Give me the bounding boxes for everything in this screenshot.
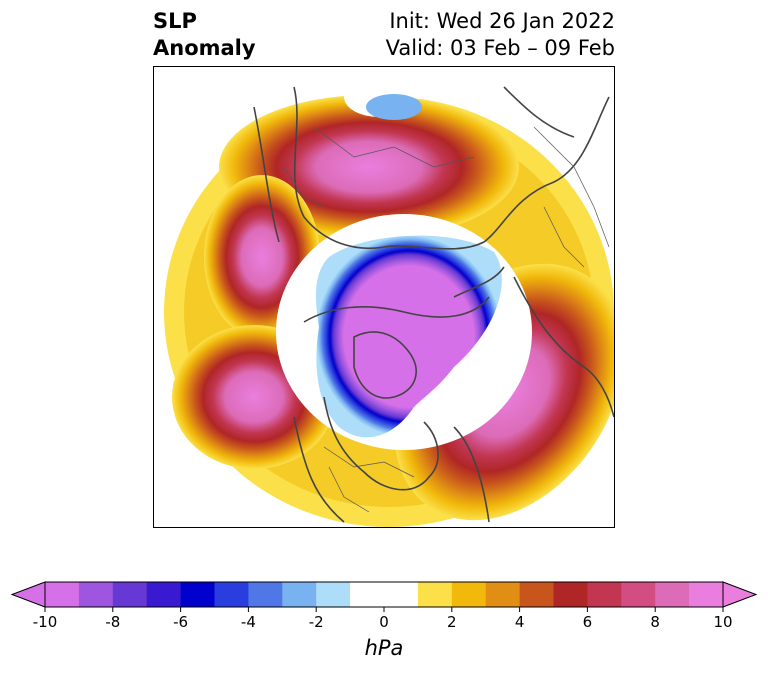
political-borders: [283, 126, 610, 513]
title-anomaly: Anomaly: [153, 36, 256, 60]
colorbar-segment: [587, 582, 622, 607]
valid-dates: Valid: 03 Feb – 09 Feb: [385, 36, 615, 60]
colorbar-segment: [553, 582, 588, 607]
colorbar-segment: [282, 582, 317, 607]
chart-dates: Init: Wed 26 Jan 2022 Valid: 03 Feb – 09…: [386, 8, 615, 62]
colorbar-extend-high: [722, 581, 758, 608]
colorbar-segment: [451, 582, 487, 607]
colorbar-segment: [689, 582, 724, 607]
colorbar-segment: [248, 582, 283, 607]
colorbar: [10, 581, 758, 612]
colorbar-segment: [621, 582, 656, 607]
init-date: Init: Wed 26 Jan 2022: [389, 9, 615, 33]
colorbar-tick-label: -6: [173, 613, 189, 631]
colorbar-tick-label: 4: [514, 613, 525, 631]
title-variable: SLP: [153, 9, 197, 33]
colorbar-segment: [384, 582, 419, 607]
colorbar-segment: [214, 582, 249, 607]
anomaly-map: [164, 77, 614, 527]
colorbar-segment: [485, 582, 521, 607]
small-negative-patch: [366, 94, 422, 120]
colorbar-tick-label: 0: [379, 613, 389, 631]
colorbar-segment: [316, 582, 351, 607]
colorbar-tick-label: 8: [650, 613, 660, 631]
colorbar-tick-label: 2: [447, 613, 457, 631]
coastlines: [253, 86, 614, 523]
colorbar-extend-low: [10, 581, 46, 608]
colorbar-segment: [417, 582, 453, 607]
colorbar-segment: [45, 582, 80, 607]
map-panel: [153, 66, 615, 528]
chart-title: SLP Anomaly: [153, 8, 256, 62]
colorbar-segment: [519, 582, 554, 607]
colorbar-tick-label: 10: [713, 613, 733, 631]
colorbar-tick-label: -10: [32, 613, 58, 631]
colorbar-segment: [180, 582, 215, 607]
colorbar-segment: [350, 582, 385, 607]
colorbar-segment: [655, 582, 690, 607]
colorbar-tick-label: 6: [582, 613, 593, 631]
colorbar-segment: [78, 582, 114, 607]
colorbar-tick-label: -2: [308, 613, 324, 631]
negative-anomaly-center: [316, 235, 502, 438]
colorbar-segment: [146, 582, 182, 607]
colorbar-tick-label: -4: [240, 613, 256, 631]
colorbar-unit-label: hPa: [364, 636, 404, 660]
colorbar-tick-label: -8: [105, 613, 121, 631]
colorbar-segment: [112, 582, 148, 607]
